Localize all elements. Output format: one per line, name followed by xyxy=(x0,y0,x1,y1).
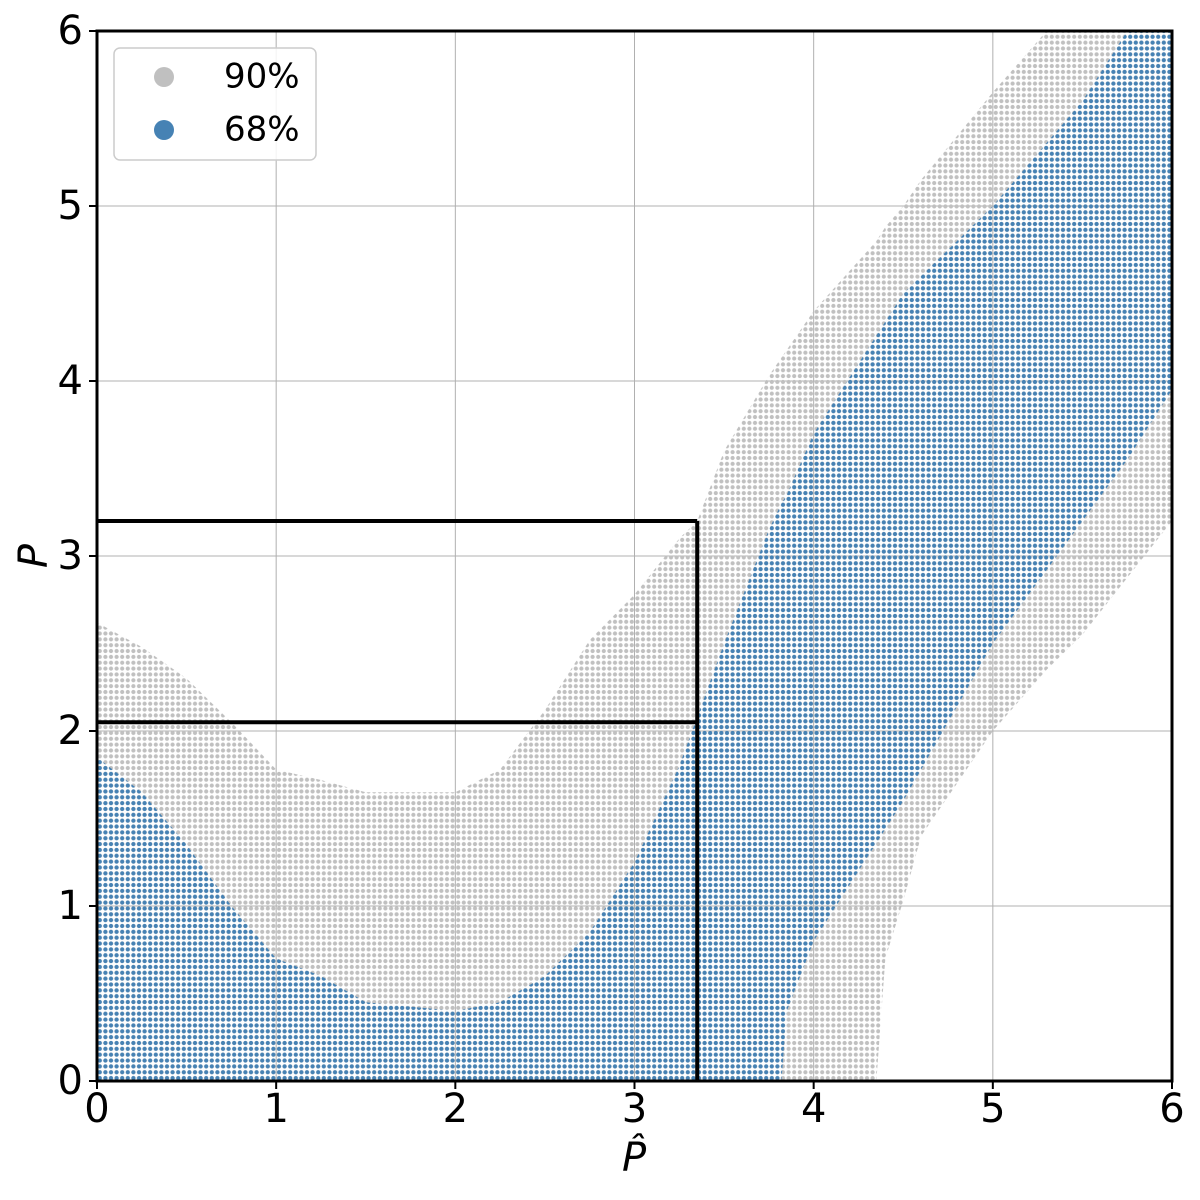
x-tick-label: 4 xyxy=(801,1086,826,1132)
x-tick-label: 3 xyxy=(622,1086,647,1132)
x-axis-label: P̂ xyxy=(622,1133,647,1181)
y-tick-label: 4 xyxy=(58,358,83,404)
legend-label: 90% xyxy=(224,57,300,97)
y-tick-label: 1 xyxy=(58,883,83,929)
x-tick-label: 0 xyxy=(84,1086,109,1132)
legend-label: 68% xyxy=(224,110,300,150)
ticks: 0 1 2 3 4 5 6 0 1 2 3 4 5 6 xyxy=(58,8,1185,1132)
y-tick-label: 6 xyxy=(58,8,83,54)
x-tick-label: 5 xyxy=(980,1086,1005,1132)
legend-marker xyxy=(154,120,174,140)
x-tick-label: 1 xyxy=(263,1086,288,1132)
y-tick-label: 3 xyxy=(58,533,83,579)
legend-marker xyxy=(154,67,174,87)
x-tick-label: 6 xyxy=(1159,1086,1184,1132)
y-tick-label: 2 xyxy=(58,708,83,754)
legend: 90%68% xyxy=(113,47,317,161)
confidence-band xyxy=(97,31,1172,1081)
bands xyxy=(97,31,1172,1081)
y-tick-label: 5 xyxy=(58,183,83,229)
annotations xyxy=(97,519,700,1081)
y-axis-label: P xyxy=(11,543,57,568)
y-tick-label: 0 xyxy=(58,1058,83,1104)
x-tick-label: 2 xyxy=(443,1086,468,1132)
